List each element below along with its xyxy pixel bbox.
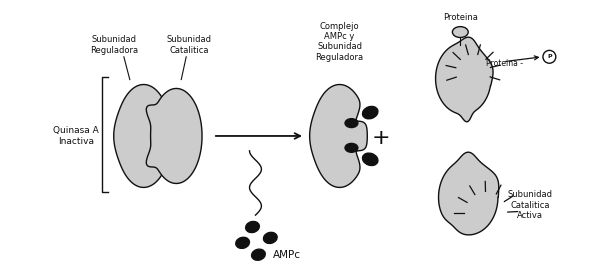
Circle shape (543, 50, 556, 63)
Text: AMPc: AMPc (273, 250, 301, 260)
Polygon shape (114, 85, 172, 188)
Text: Complejo
AMPc y
Subunidad
Reguladora: Complejo AMPc y Subunidad Reguladora (316, 22, 364, 62)
Text: Subunidad
Reguladora: Subunidad Reguladora (90, 35, 138, 55)
Polygon shape (436, 37, 493, 122)
Ellipse shape (245, 222, 259, 232)
Ellipse shape (345, 119, 358, 128)
Text: P: P (547, 54, 551, 59)
Ellipse shape (236, 237, 250, 248)
Polygon shape (310, 85, 367, 188)
Ellipse shape (362, 106, 378, 119)
Text: +: + (372, 128, 391, 148)
Ellipse shape (362, 153, 378, 165)
Text: Proteina: Proteina (443, 13, 478, 22)
Text: Subunidad
Catalitica
Activa: Subunidad Catalitica Activa (508, 190, 553, 220)
Ellipse shape (345, 143, 358, 152)
Polygon shape (146, 89, 202, 184)
Ellipse shape (263, 232, 277, 243)
Text: Quinasa A
Inactiva: Quinasa A Inactiva (53, 126, 99, 146)
Text: Proteina -: Proteina - (486, 59, 526, 68)
Polygon shape (439, 152, 499, 235)
Text: Subunidad
Catalitica: Subunidad Catalitica (167, 35, 212, 55)
Ellipse shape (251, 249, 265, 260)
Ellipse shape (452, 27, 468, 38)
